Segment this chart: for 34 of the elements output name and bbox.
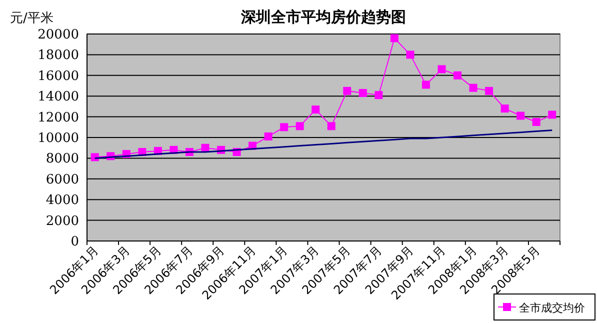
point [500, 104, 509, 113]
y-tick-label: 10000 [38, 131, 79, 146]
y-tick-label: 8000 [46, 152, 79, 167]
y-tick-label: 2000 [46, 214, 79, 229]
y-tick-label: 4000 [46, 193, 79, 208]
legend-label: 全市成交均价 [519, 302, 585, 314]
point [516, 112, 525, 120]
y-tick-label: 0 [70, 234, 79, 250]
legend: 全市成交均价 [494, 294, 596, 320]
point [358, 88, 367, 97]
point [532, 118, 540, 126]
y-tick-label: 18000 [38, 48, 79, 64]
point [422, 80, 430, 89]
point [406, 50, 414, 59]
point [485, 86, 494, 95]
point [469, 84, 478, 92]
point [296, 122, 304, 130]
chart-title: 深圳全市平均房价趋势图 [240, 8, 406, 26]
y-tick-label: 12000 [38, 110, 79, 126]
point [438, 65, 446, 74]
point [280, 123, 288, 132]
y-tick-label: 6000 [46, 172, 79, 188]
point [264, 132, 272, 140]
point [374, 91, 383, 100]
point [343, 86, 352, 95]
point [390, 34, 398, 42]
y-tick-label: 20000 [38, 28, 79, 42]
y-axis-title: 元/平米 [10, 11, 54, 26]
point [548, 110, 556, 119]
point [327, 122, 336, 130]
point [454, 71, 462, 80]
y-tick-label: 14000 [38, 90, 79, 105]
y-tick-label: 16000 [38, 68, 79, 84]
point [312, 106, 320, 114]
